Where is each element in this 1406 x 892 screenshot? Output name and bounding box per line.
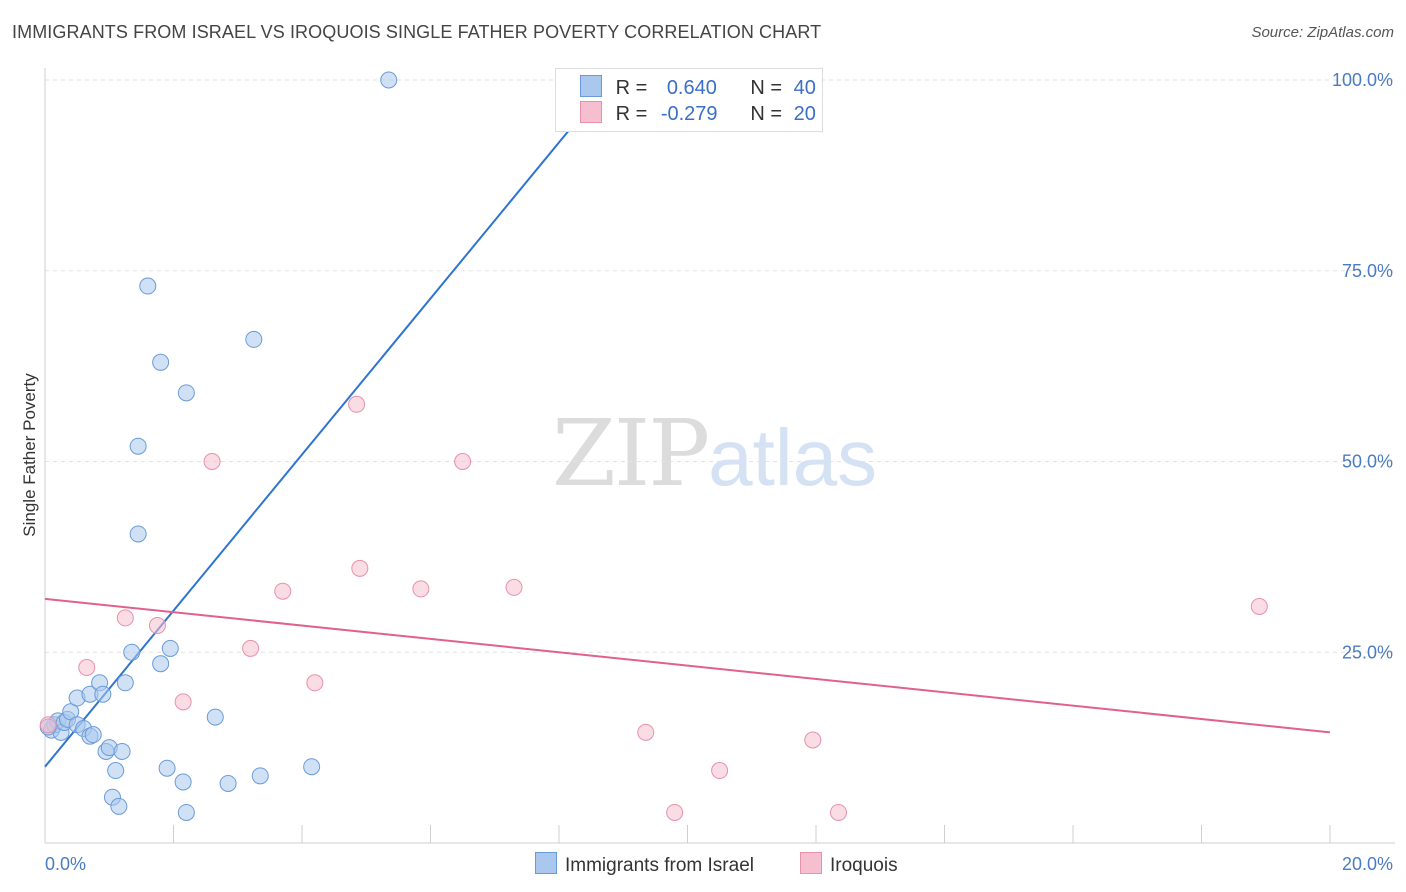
point-israel bbox=[129, 525, 147, 543]
legend-r-value: -0.279 bbox=[660, 103, 718, 125]
point-iroquois bbox=[412, 580, 430, 598]
x-tick-label: 0.0% bbox=[45, 854, 86, 874]
bottom-legend-israel: Immigrants from Israel bbox=[535, 852, 754, 877]
point-iroquois bbox=[351, 559, 369, 577]
point-israel bbox=[177, 803, 195, 821]
legend-swatch-iroquois bbox=[580, 101, 602, 123]
point-iroquois bbox=[454, 453, 472, 470]
bottom-legend-label-iroquois: Iroquois bbox=[830, 855, 898, 876]
point-israel bbox=[251, 767, 269, 785]
point-iroquois bbox=[274, 582, 292, 600]
correlation-legend: R = 0.640 N = 40 R = -0.279 N = 20 bbox=[555, 68, 823, 132]
y-tick-label: 50.0% bbox=[1342, 452, 1393, 472]
chart-source: Source: ZipAtlas.com bbox=[1251, 24, 1394, 41]
point-iroquois bbox=[306, 674, 324, 692]
watermark-atlas: atlas bbox=[708, 413, 878, 502]
point-israel bbox=[303, 758, 321, 776]
point-iroquois bbox=[666, 803, 684, 821]
point-israel bbox=[152, 353, 170, 371]
point-israel bbox=[129, 437, 147, 455]
y-tick-label: 75.0% bbox=[1342, 261, 1393, 281]
point-israel bbox=[158, 759, 176, 777]
point-israel bbox=[245, 330, 263, 348]
tick-labels: 25.0% 50.0% 75.0% 100.0% 0.0% 20.0% bbox=[45, 70, 1393, 874]
point-iroquois bbox=[348, 395, 366, 413]
legend-swatch-israel bbox=[580, 75, 602, 97]
chart-title: IMMIGRANTS FROM ISRAEL VS IROQUOIS SINGL… bbox=[12, 22, 822, 42]
point-iroquois bbox=[242, 639, 260, 657]
trend-line-iroquois bbox=[44, 597, 1331, 734]
axes bbox=[44, 68, 1395, 844]
legend-n-label: N = bbox=[750, 77, 783, 99]
watermark: ZIPatlas bbox=[552, 400, 877, 507]
grid-lines bbox=[45, 79, 1395, 653]
point-israel bbox=[113, 742, 131, 760]
point-iroquois bbox=[1250, 597, 1268, 615]
point-israel bbox=[219, 774, 237, 792]
point-israel bbox=[94, 685, 112, 703]
bottom-legend-label-israel: Immigrants from Israel bbox=[565, 855, 754, 876]
bottom-legend-swatch-israel bbox=[535, 852, 557, 874]
x-tick-label: 20.0% bbox=[1342, 854, 1393, 874]
y-tick-label: 100.0% bbox=[1332, 70, 1393, 90]
legend-r-label: R = bbox=[615, 103, 648, 125]
point-iroquois bbox=[39, 716, 57, 734]
point-israel bbox=[177, 384, 195, 402]
point-israel bbox=[123, 643, 141, 661]
point-iroquois bbox=[148, 617, 166, 635]
bottom-legend-iroquois: Iroquois bbox=[800, 852, 898, 877]
point-israel bbox=[206, 708, 224, 726]
point-israel bbox=[380, 71, 398, 89]
legend-r-label: R = bbox=[615, 77, 648, 99]
point-israel bbox=[116, 674, 134, 692]
point-iroquois bbox=[174, 693, 192, 711]
legend-row-iroquois: R = -0.279 N = 20 bbox=[580, 101, 816, 127]
point-iroquois bbox=[116, 609, 134, 627]
point-iroquois bbox=[711, 762, 729, 780]
point-israel bbox=[110, 797, 128, 815]
trend-line-israel bbox=[44, 79, 612, 768]
bottom-legend-swatch-iroquois bbox=[800, 852, 822, 874]
watermark-zip: ZIP bbox=[552, 400, 710, 507]
trend-lines bbox=[44, 79, 1331, 768]
legend-n-label: N = bbox=[750, 103, 783, 125]
legend-n-value: 20 bbox=[793, 103, 816, 125]
legend-r-value: 0.640 bbox=[666, 77, 717, 99]
data-points bbox=[39, 71, 1268, 821]
point-iroquois bbox=[505, 578, 523, 596]
point-iroquois bbox=[78, 659, 96, 677]
point-iroquois bbox=[829, 803, 847, 821]
point-israel bbox=[139, 277, 157, 295]
point-iroquois bbox=[637, 723, 655, 741]
y-axis-label: Single Father Poverty bbox=[20, 373, 39, 537]
legend-n-value: 40 bbox=[793, 77, 816, 99]
point-iroquois bbox=[203, 453, 221, 470]
point-israel bbox=[174, 773, 192, 791]
point-israel bbox=[161, 639, 179, 657]
point-israel bbox=[84, 726, 102, 744]
legend-row-israel: R = 0.640 N = 40 bbox=[580, 75, 816, 101]
point-israel bbox=[107, 762, 125, 780]
point-iroquois bbox=[804, 731, 822, 749]
y-tick-label: 25.0% bbox=[1342, 642, 1393, 662]
point-israel bbox=[152, 655, 170, 673]
